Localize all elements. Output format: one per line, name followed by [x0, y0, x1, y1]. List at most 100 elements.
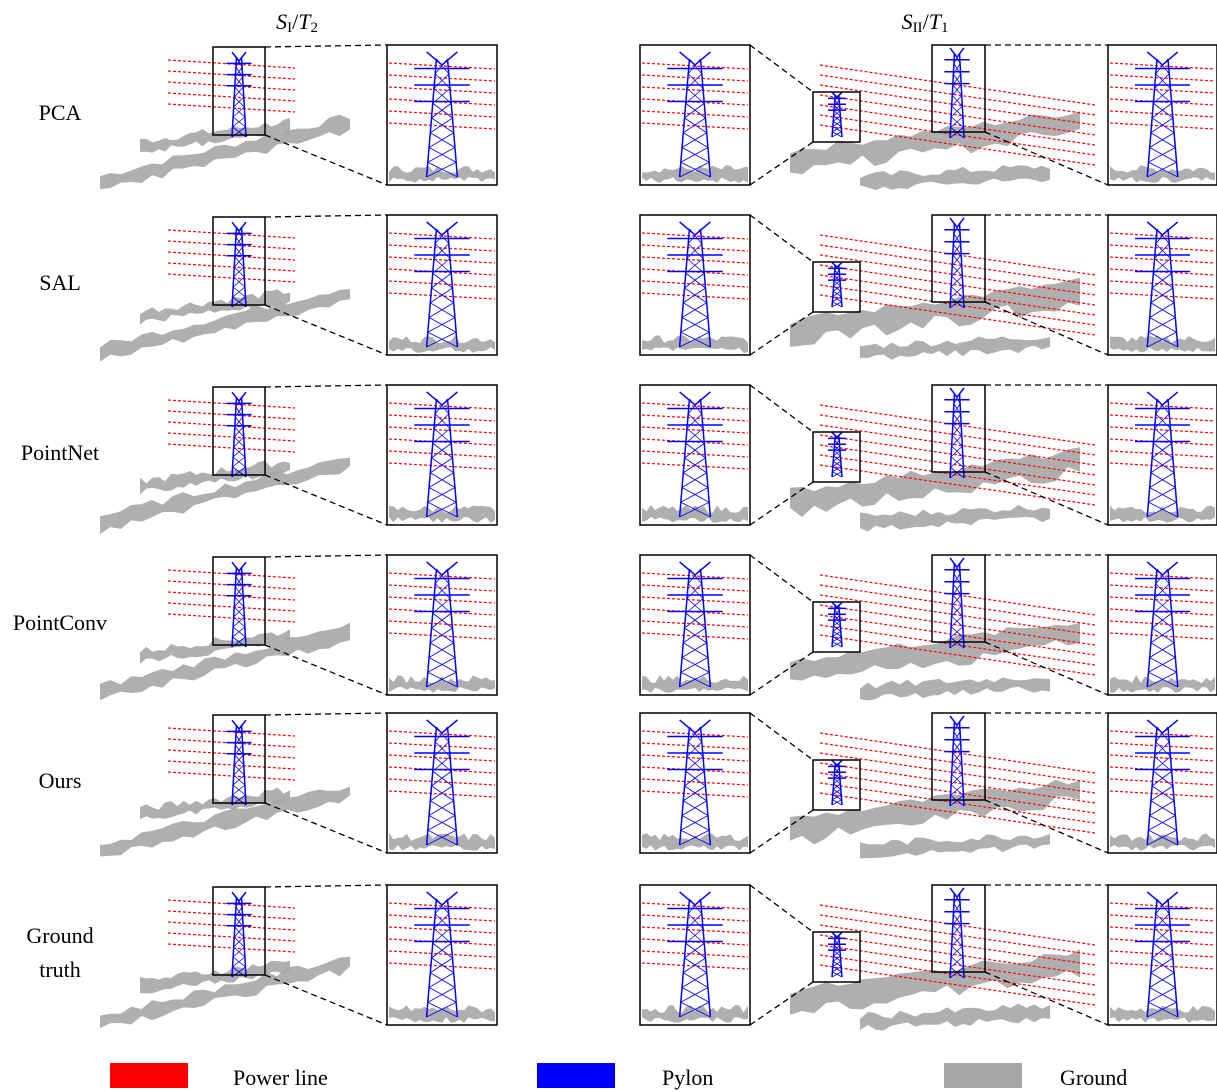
row-label: PCA — [39, 100, 82, 125]
power-line — [820, 915, 1095, 955]
pylon — [952, 925, 961, 936]
row-label: Ground — [26, 923, 93, 948]
row: SAL — [39, 215, 1217, 362]
pylon-top — [232, 392, 246, 401]
connector — [265, 215, 387, 217]
pylon — [952, 436, 962, 447]
pylon-top — [950, 388, 964, 397]
row-label: truth — [39, 957, 81, 982]
power-line — [168, 944, 295, 952]
row: PCA — [39, 45, 1217, 190]
header-part: 2 — [310, 20, 318, 36]
pylon-top — [950, 218, 964, 227]
power-line — [820, 245, 1095, 285]
figure: SI/T2 SII/T1 PCA SAL PointNet PointConv Ours Gr… — [0, 0, 1217, 1092]
ground-points — [860, 1004, 1050, 1031]
pylon — [242, 567, 246, 647]
connector — [750, 385, 813, 432]
row-label: PointNet — [21, 440, 99, 465]
pylon — [952, 266, 962, 277]
pylon — [952, 606, 962, 617]
pylon — [242, 725, 246, 805]
pylon-top — [832, 92, 842, 97]
pylon-top — [832, 932, 842, 937]
power-line — [168, 761, 295, 769]
connector — [265, 385, 387, 387]
power-line — [168, 274, 295, 282]
pylon — [952, 764, 962, 775]
pylon — [234, 87, 243, 97]
pylon-top — [232, 892, 246, 901]
pylon — [234, 597, 243, 607]
pylon — [952, 425, 961, 436]
row: PointNet — [21, 385, 1217, 534]
pylon-top — [232, 222, 246, 231]
ground-points — [860, 336, 1050, 359]
legend-swatch — [944, 1063, 1022, 1088]
pylon — [952, 96, 962, 107]
pylon — [234, 927, 243, 937]
connector — [265, 555, 387, 557]
connector — [750, 215, 813, 262]
connector — [750, 555, 813, 602]
pylon — [235, 257, 244, 267]
column-header: SII/T1 — [902, 9, 949, 36]
pylon-top — [832, 262, 842, 267]
pylon — [952, 753, 961, 764]
legend-label: Power line — [233, 1065, 328, 1090]
power-line — [168, 933, 295, 941]
pylon — [234, 755, 243, 765]
header-part: 1 — [941, 20, 949, 36]
pylon — [242, 397, 246, 477]
connector — [265, 885, 387, 887]
pylon — [235, 427, 244, 437]
pylon — [952, 936, 962, 947]
power-line — [168, 603, 295, 611]
power-line — [168, 614, 295, 622]
pylon — [234, 257, 243, 267]
row-label: Ours — [39, 768, 82, 793]
power-line — [820, 75, 1095, 115]
pylon-top — [950, 48, 964, 57]
pylon — [242, 897, 246, 977]
power-line — [168, 772, 295, 780]
legend-swatch — [537, 1063, 615, 1088]
ground-points — [100, 115, 350, 189]
pylon — [235, 87, 244, 97]
power-line — [168, 444, 295, 452]
power-line — [820, 743, 1095, 783]
power-line — [820, 585, 1095, 625]
ground-points — [860, 677, 1050, 700]
header-part: S — [276, 9, 287, 34]
power-line — [820, 415, 1095, 455]
pylon — [242, 57, 246, 137]
pylon-top — [232, 720, 246, 729]
ground-points — [860, 834, 1050, 858]
pylon-top — [950, 558, 964, 567]
row-label: SAL — [39, 270, 81, 295]
pylon-top — [832, 602, 842, 607]
column-header: SI/T2 — [276, 9, 318, 36]
pylon — [235, 927, 244, 937]
row: Ground truth — [26, 885, 1217, 1030]
pylon — [952, 255, 961, 266]
row: Ours — [39, 713, 1217, 858]
pylon-top — [950, 716, 964, 725]
pylon — [235, 755, 244, 765]
ground-points — [100, 957, 350, 1028]
pylon-top — [832, 760, 842, 765]
pylon-top — [832, 432, 842, 437]
ground-points — [100, 787, 350, 857]
power-line — [168, 104, 295, 112]
ground-points — [100, 458, 350, 534]
pylon — [234, 427, 243, 437]
pylon — [235, 597, 244, 607]
connector — [750, 45, 813, 92]
header-part: S — [902, 9, 913, 34]
power-line — [168, 93, 295, 101]
pylon-top — [232, 562, 246, 571]
connector — [265, 713, 387, 715]
pylon-top — [232, 52, 246, 61]
row: PointConv — [13, 555, 1217, 700]
pylon-top — [950, 888, 964, 897]
